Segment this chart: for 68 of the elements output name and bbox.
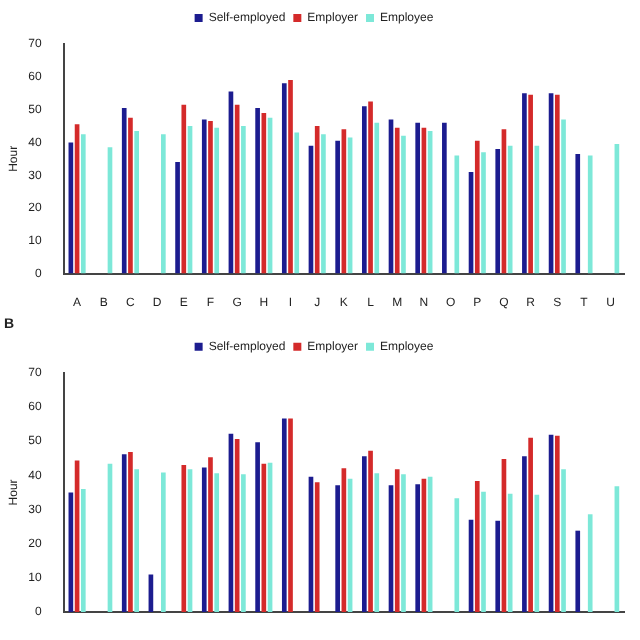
bar xyxy=(128,452,133,612)
bar xyxy=(321,134,326,274)
bar xyxy=(401,135,406,274)
bar xyxy=(442,122,447,274)
bar xyxy=(175,162,180,274)
bar xyxy=(335,140,340,274)
bar xyxy=(454,498,460,612)
bar xyxy=(288,418,293,612)
bar xyxy=(208,121,213,274)
bar xyxy=(181,465,187,612)
bar xyxy=(255,442,260,612)
bar xyxy=(294,132,300,274)
bar xyxy=(474,481,480,612)
bar xyxy=(128,117,133,274)
bar xyxy=(495,520,501,612)
bar xyxy=(255,107,260,274)
bar xyxy=(361,106,367,274)
bar xyxy=(181,104,187,274)
bar xyxy=(522,456,527,612)
bar xyxy=(121,454,127,612)
bar xyxy=(208,457,213,612)
bar xyxy=(361,456,367,612)
bar xyxy=(507,493,513,612)
bar xyxy=(281,83,287,274)
bar xyxy=(507,145,513,274)
bar xyxy=(281,418,287,612)
bar xyxy=(374,473,380,612)
bar xyxy=(374,122,380,274)
bar xyxy=(554,435,560,612)
bar xyxy=(575,153,581,274)
bar xyxy=(314,126,320,274)
bar xyxy=(314,482,320,612)
bar xyxy=(161,472,166,612)
bar xyxy=(394,127,400,274)
bar xyxy=(394,469,400,612)
bar xyxy=(522,93,527,274)
bar xyxy=(587,514,593,612)
bar xyxy=(481,152,486,274)
bar xyxy=(554,94,560,274)
bar xyxy=(528,437,533,612)
bar xyxy=(214,127,220,274)
bar xyxy=(495,148,501,274)
bar xyxy=(368,101,373,274)
bar xyxy=(134,130,139,274)
bar xyxy=(335,485,340,612)
bar xyxy=(528,94,533,274)
bar xyxy=(161,134,166,274)
bar xyxy=(134,469,139,612)
bar xyxy=(80,488,86,612)
bar xyxy=(241,126,246,274)
bar xyxy=(561,469,566,612)
bar xyxy=(575,530,581,612)
bar xyxy=(201,119,207,274)
bar xyxy=(415,484,421,612)
bar xyxy=(121,107,127,274)
bar xyxy=(587,155,593,274)
bar xyxy=(415,122,421,274)
bar xyxy=(454,155,460,274)
bar xyxy=(288,80,293,274)
bar xyxy=(80,134,86,274)
bar xyxy=(401,474,406,612)
bar xyxy=(241,474,246,612)
bar xyxy=(561,119,566,274)
bar xyxy=(481,491,486,612)
bar xyxy=(201,467,207,612)
bar xyxy=(214,473,220,612)
bar xyxy=(474,140,480,274)
bar xyxy=(368,450,373,612)
